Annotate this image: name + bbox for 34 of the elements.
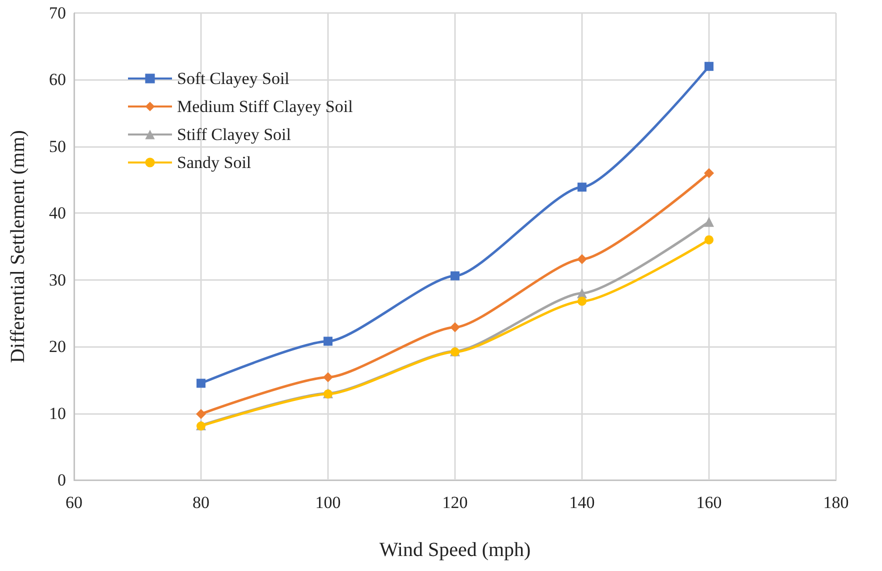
point [704, 235, 714, 244]
point [323, 372, 333, 382]
point [704, 168, 714, 178]
x-tick-label: 180 [823, 493, 849, 512]
point [324, 336, 332, 346]
point [704, 62, 714, 71]
y-tick-label: 30 [49, 270, 66, 290]
y-axis-title: Differential Settlement (mm) [7, 130, 29, 363]
point [704, 216, 714, 227]
x-axis-title: Wind Speed (mph) [379, 539, 531, 561]
y-tick-label: 40 [49, 204, 66, 223]
y-tick-label: 70 [49, 4, 66, 22]
point [450, 322, 460, 332]
x-tick-label: 100 [315, 493, 341, 512]
y-tick-label: 50 [49, 136, 66, 156]
point [578, 296, 586, 306]
y-tick-label: 10 [49, 404, 66, 423]
legend-label: Stiff Clayey Soil [177, 125, 292, 144]
x-tick-label: 60 [66, 493, 82, 512]
x-tick-label: 120 [442, 493, 468, 512]
x-tick-label: 140 [569, 493, 595, 512]
point [196, 378, 206, 388]
x-tick-label: 160 [696, 493, 722, 512]
point [196, 408, 206, 419]
y-tick-label: 0 [58, 470, 66, 490]
point [578, 182, 586, 192]
legend-label: Sandy Soil [177, 153, 252, 172]
y-tick-label: 20 [49, 337, 66, 356]
point [577, 254, 587, 264]
legend-label: Soft Clayey Soil [177, 69, 290, 88]
x-tick-label: 80 [192, 493, 210, 512]
point [450, 271, 460, 280]
y-tick-label: 60 [49, 70, 66, 90]
legend-label: Medium Stiff Clayey Soil [177, 97, 354, 116]
